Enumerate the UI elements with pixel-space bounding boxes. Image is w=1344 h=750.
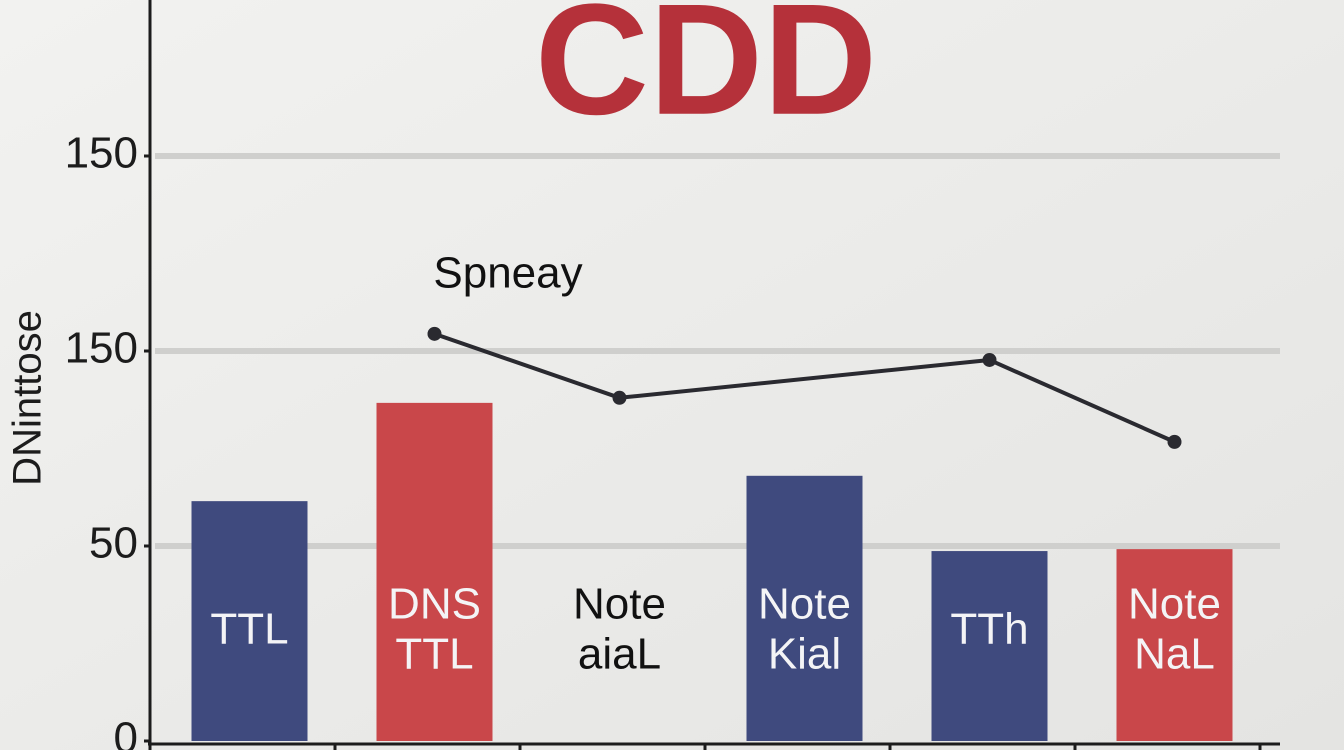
chart-title: CDD	[535, 0, 877, 148]
bar	[191, 501, 308, 741]
y-tick-label: 150	[65, 324, 138, 373]
y-tick-label: 0	[114, 714, 138, 750]
category-label: Kial	[768, 630, 841, 679]
grid	[155, 153, 1280, 549]
line-point	[1167, 434, 1182, 449]
bar	[931, 551, 1048, 741]
category-label: aiaL	[578, 630, 661, 679]
y-axis-label: DNinttose	[6, 310, 50, 486]
category-label: TTL	[395, 630, 473, 679]
category-label: TTh	[950, 605, 1028, 654]
y-tick-label: 50	[89, 519, 138, 568]
bar	[376, 402, 493, 741]
bar	[1116, 549, 1233, 741]
plot-area: TTLDNSTTLNoteaiaLNoteKialTThNoteNaLSpnea…	[191, 249, 1233, 741]
category-label: Note	[1128, 580, 1221, 629]
category-label: NaL	[1134, 630, 1215, 679]
category-label: Note	[758, 580, 851, 629]
line-point	[427, 326, 442, 341]
line-series-label: Spneay	[433, 249, 582, 298]
category-label: TTL	[210, 605, 288, 654]
bar	[746, 475, 863, 741]
line-point	[612, 390, 627, 405]
y-tick-label: 150	[65, 129, 138, 178]
line-connector	[619, 357, 990, 400]
category-label: Note	[573, 580, 666, 629]
line-series	[433, 331, 1176, 444]
line-point	[982, 352, 997, 367]
category-label: DNS	[388, 580, 481, 629]
